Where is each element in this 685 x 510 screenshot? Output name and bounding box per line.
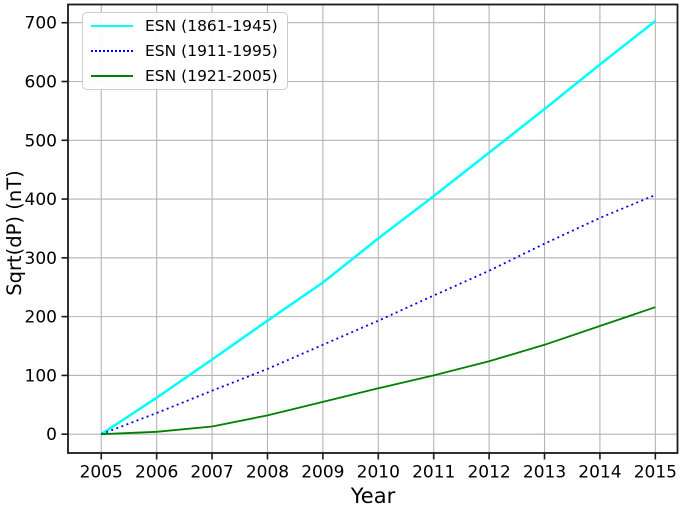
x-tick-label: 2014 [578,463,621,483]
x-tick-label: 2013 [523,463,566,483]
x-tick-label: 2006 [135,463,178,483]
x-tick-label: 2015 [634,463,677,483]
series-layer [100,20,657,436]
y-tick-label: 100 [25,366,57,386]
x-tick-label: 2005 [80,463,123,483]
y-tick-label: 400 [25,190,57,210]
legend-line-sample-cyan [91,25,133,27]
y-tick-label: 600 [25,73,57,93]
tick-label-layer: 2005 2006 2007 2008 2009 2010 2011 2012 2013 2014… [25,14,677,483]
tick-layer [61,21,657,460]
x-tick-label: 2008 [246,463,289,483]
legend-label: ESN (1861-1945) [145,17,278,35]
y-tick-label: 0 [46,425,57,445]
plot-border [67,3,679,454]
legend-item: ESN (1911-1995) [91,39,279,64]
legend-item: ESN (1921-2005) [91,64,279,89]
y-tick-label: 300 [25,249,57,269]
legend-item: ESN (1861-1945) [91,14,279,39]
x-tick-label: 2011 [412,463,455,483]
x-tick-label: 2010 [357,463,400,483]
y-tick-label: 200 [25,308,57,328]
x-tick-label: 2012 [467,463,510,483]
legend: ESN (1861-1945) ESN (1911-1995) ESN (192… [82,12,288,90]
legend-line-sample-blue-dotted [91,50,133,52]
legend-label: ESN (1911-1995) [145,42,278,60]
axes-spines [67,3,679,454]
series-line-esn-1861-1945 [100,20,657,436]
series-line-esn-1921-2005 [101,306,656,436]
y-tick-label: 500 [25,131,57,151]
legend-label: ESN (1921-2005) [145,67,278,85]
x-tick-label: 2007 [190,463,233,483]
grid-layer [68,4,678,453]
y-tick-label: 700 [25,14,57,34]
legend-line-sample-green [91,75,133,77]
x-axis-label: Year [350,484,396,508]
series-line-esn-1911-1995 [100,194,656,436]
y-axis-label: Sqrt(dP) (nT) [3,170,26,295]
x-tick-label: 2009 [301,463,344,483]
